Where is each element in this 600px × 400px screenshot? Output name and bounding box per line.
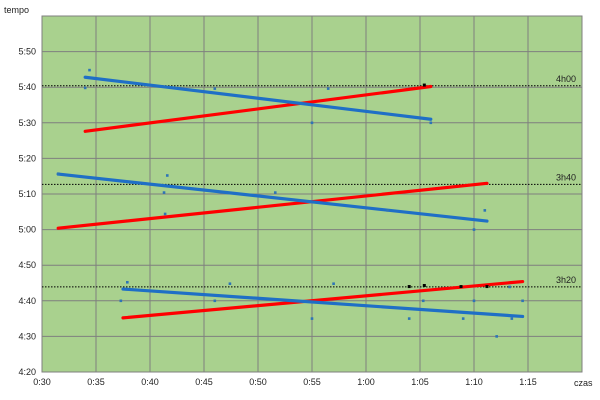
data-point [421, 299, 425, 303]
data-point [83, 86, 87, 90]
data-point [461, 317, 465, 320]
data-point [332, 282, 335, 286]
x-tick-label: 0:40 [141, 377, 159, 387]
blue-trend-line [56, 172, 489, 223]
data-point [165, 174, 169, 177]
data-point [126, 280, 129, 284]
y-tick-label: 5:50 [18, 47, 36, 57]
y-tick-label: 5:00 [18, 225, 36, 235]
plot-border [41, 15, 583, 373]
y-tick-label: 4:40 [18, 296, 36, 306]
y-tick-label: 5:20 [18, 153, 36, 163]
y-tick-label: 4:30 [18, 331, 36, 341]
data-point [310, 121, 314, 125]
reference-line-label: 3h40 [556, 172, 576, 182]
data-point [508, 285, 511, 289]
marker-point [485, 285, 489, 289]
data-point [273, 191, 277, 194]
data-point [521, 299, 524, 303]
reference-line-label: 4h00 [556, 74, 576, 84]
x-tick-label: 0:35 [87, 377, 105, 387]
red-trend-line [83, 84, 433, 133]
data-point [326, 87, 330, 90]
x-tick-label: 0:45 [195, 377, 213, 387]
x-axis-title: czas [574, 378, 593, 388]
data-point [483, 209, 487, 212]
x-tick-label: 1:10 [465, 377, 483, 387]
data-point [429, 121, 433, 125]
red-trend-line [121, 279, 525, 320]
x-tick-label: 0:50 [249, 377, 267, 387]
data-point [407, 317, 411, 320]
tick-labels: 0:30 0:35 0:40 0:45 0:50 0:55 1:00 1:05 1:10 1:15… [18, 47, 536, 387]
x-tick-label: 1:15 [519, 377, 537, 387]
data-point [163, 212, 167, 216]
data-point [88, 68, 91, 72]
y-tick-label: 4:50 [18, 260, 36, 270]
y-tick-label: 5:10 [18, 189, 36, 199]
marker-point [407, 285, 411, 289]
data-point [56, 172, 60, 176]
x-tick-label: 1:00 [357, 377, 375, 387]
data-point [386, 209, 389, 212]
reference-lines: 4h00 3h40 3h20 [42, 74, 582, 288]
data-points [56, 68, 524, 338]
data-point [162, 191, 166, 194]
data-point [472, 299, 476, 303]
x-tick-label: 1:05 [411, 377, 429, 387]
trend-lines [56, 75, 525, 320]
blue-trend-line [121, 287, 525, 319]
red-trend-line [56, 181, 489, 230]
y-tick-label: 5:30 [18, 118, 36, 128]
x-tick-label: 0:30 [33, 377, 51, 387]
y-tick-label: 5:40 [18, 82, 36, 92]
data-point [228, 282, 232, 286]
y-tick-label: 4:20 [18, 367, 36, 377]
marker-point [422, 83, 426, 87]
data-point [310, 317, 314, 320]
data-point [213, 87, 217, 90]
data-point [510, 317, 514, 320]
y-axis-title: tempo [4, 5, 29, 15]
data-point [119, 299, 123, 303]
marker-point [459, 285, 463, 289]
data-point [495, 335, 498, 338]
data-point [472, 228, 476, 231]
reference-line-label: 3h20 [556, 275, 576, 285]
blue-trend-line [83, 75, 433, 121]
marker-point [422, 283, 426, 287]
x-tick-label: 0:55 [303, 377, 321, 387]
data-point [213, 299, 217, 303]
